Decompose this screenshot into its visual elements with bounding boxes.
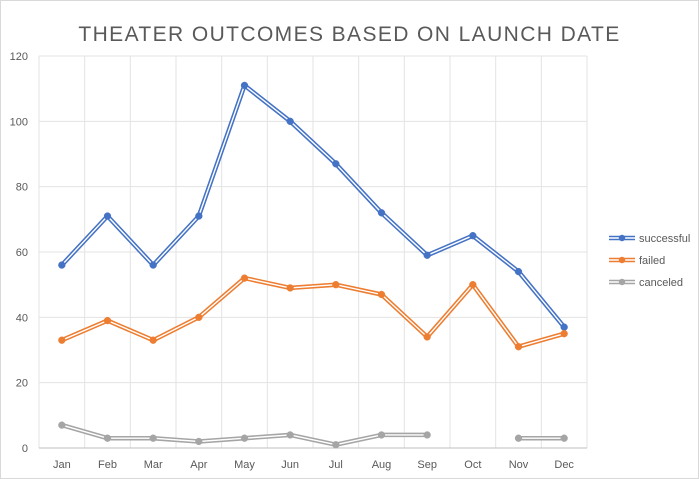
x-tick-label: Mar [144,459,163,471]
x-tick-label: Feb [98,459,117,471]
x-tick-label: Jan [53,459,71,471]
data-point [103,434,112,442]
y-tick-label: 40 [16,312,28,324]
data-point [103,316,112,325]
data-point [469,281,477,289]
y-tick-label: 100 [10,116,28,128]
data-point [286,117,294,125]
data-point [240,81,249,90]
data-point [149,336,157,344]
data-point [149,434,157,442]
data-point [377,209,386,217]
x-tick-label: Apr [190,459,207,471]
data-point [560,330,568,338]
legend-marker [618,278,626,286]
chart-title: THEATER OUTCOMES BASED ON LAUNCH DATE [78,23,621,46]
series-failed [58,274,568,351]
data-point [286,431,294,439]
data-point [332,160,340,168]
legend-item-successful[interactable]: successful [609,233,690,245]
legend-label: canceled [639,277,683,289]
legend: successful failed canceled [609,233,690,289]
data-point [560,323,568,331]
data-point [240,274,249,282]
data-point [423,251,431,259]
data-point [58,421,66,429]
data-point [240,434,249,442]
y-tick-label: 60 [16,247,28,259]
data-point [423,333,431,341]
x-tick-label: Jul [329,459,343,471]
legend-label: failed [639,255,665,267]
x-tick-label: Jun [281,459,299,471]
data-point [377,290,386,299]
gridlines [38,55,588,448]
x-tick-label: Dec [554,459,574,471]
series-line-inner [61,84,565,328]
data-point [332,281,340,289]
data-point [469,232,477,240]
data-point [560,434,568,442]
x-tick-label: May [234,459,255,471]
series-canceled [58,421,568,449]
series-successful [58,81,568,331]
data-point [514,343,523,351]
data-point [58,336,66,344]
y-tick-label: 20 [16,378,28,390]
data-point [58,261,66,269]
x-tick-label: Sep [417,459,437,471]
legend-marker [618,256,626,264]
axes: 0 20 40 60 80 100 120 Jan Feb Mar Apr May Jun Jul Aug S… [10,51,587,471]
y-tick-label: 80 [16,182,28,194]
x-tick-label: Oct [464,459,481,471]
legend-item-failed[interactable]: failed [609,255,665,267]
data-point [286,284,294,292]
x-tick-label: Aug [372,459,392,471]
y-tick-label: 120 [10,51,28,63]
data-point [514,267,523,276]
series-lines [58,81,568,449]
y-tick-label: 0 [22,443,28,455]
data-point [103,212,112,220]
legend-item-canceled[interactable]: canceled [609,277,683,289]
data-point [423,431,431,439]
data-point [149,261,157,269]
data-point [195,437,203,446]
data-point [332,441,340,449]
series-line-inner [61,277,565,348]
data-point [514,434,523,442]
data-point [377,431,386,439]
x-tick-label: Nov [509,459,529,471]
data-point [195,212,203,220]
legend-label: successful [639,233,690,245]
legend-marker [618,234,626,242]
data-point [195,313,203,321]
